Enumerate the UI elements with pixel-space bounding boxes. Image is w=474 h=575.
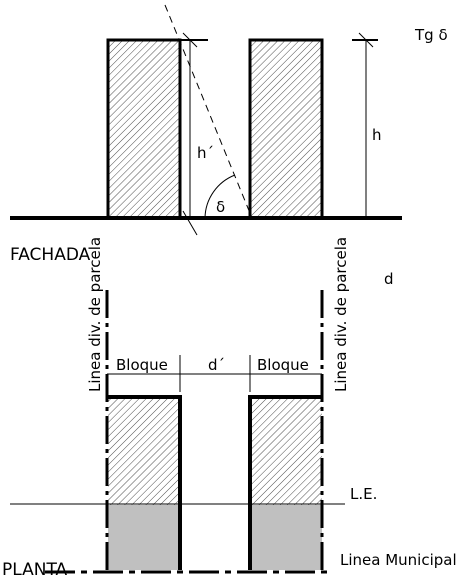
block-edge xyxy=(108,395,182,570)
label: δ xyxy=(216,198,225,216)
block-edge xyxy=(248,395,322,570)
label: d´ xyxy=(208,356,225,374)
block xyxy=(108,397,180,512)
label: Tg δ xyxy=(414,26,448,44)
planta: Bloque d´ Bloque L.E. Linea Municipal PL… xyxy=(2,237,457,575)
label: Linea div. de parcela xyxy=(332,237,350,392)
label: d xyxy=(384,270,394,288)
tick xyxy=(182,210,198,236)
setback xyxy=(250,505,322,570)
tick xyxy=(182,32,198,48)
label: h xyxy=(372,126,382,144)
label: Bloque xyxy=(116,356,168,374)
label: h´ xyxy=(197,144,214,162)
section-title: FACHADA xyxy=(10,245,91,265)
setback xyxy=(108,505,180,570)
label: Linea Municipal xyxy=(340,551,457,569)
section-title: PLANTA xyxy=(2,560,68,575)
block xyxy=(250,397,322,512)
angle-arc xyxy=(204,174,236,219)
label: L.E. xyxy=(350,485,377,503)
fachada: Tg δ h´ δ h FACHADA d xyxy=(10,4,448,288)
label: Linea div. de parcela xyxy=(86,237,104,392)
block xyxy=(106,38,182,220)
block xyxy=(248,38,324,220)
label: Bloque xyxy=(257,356,309,374)
tick xyxy=(358,32,374,48)
